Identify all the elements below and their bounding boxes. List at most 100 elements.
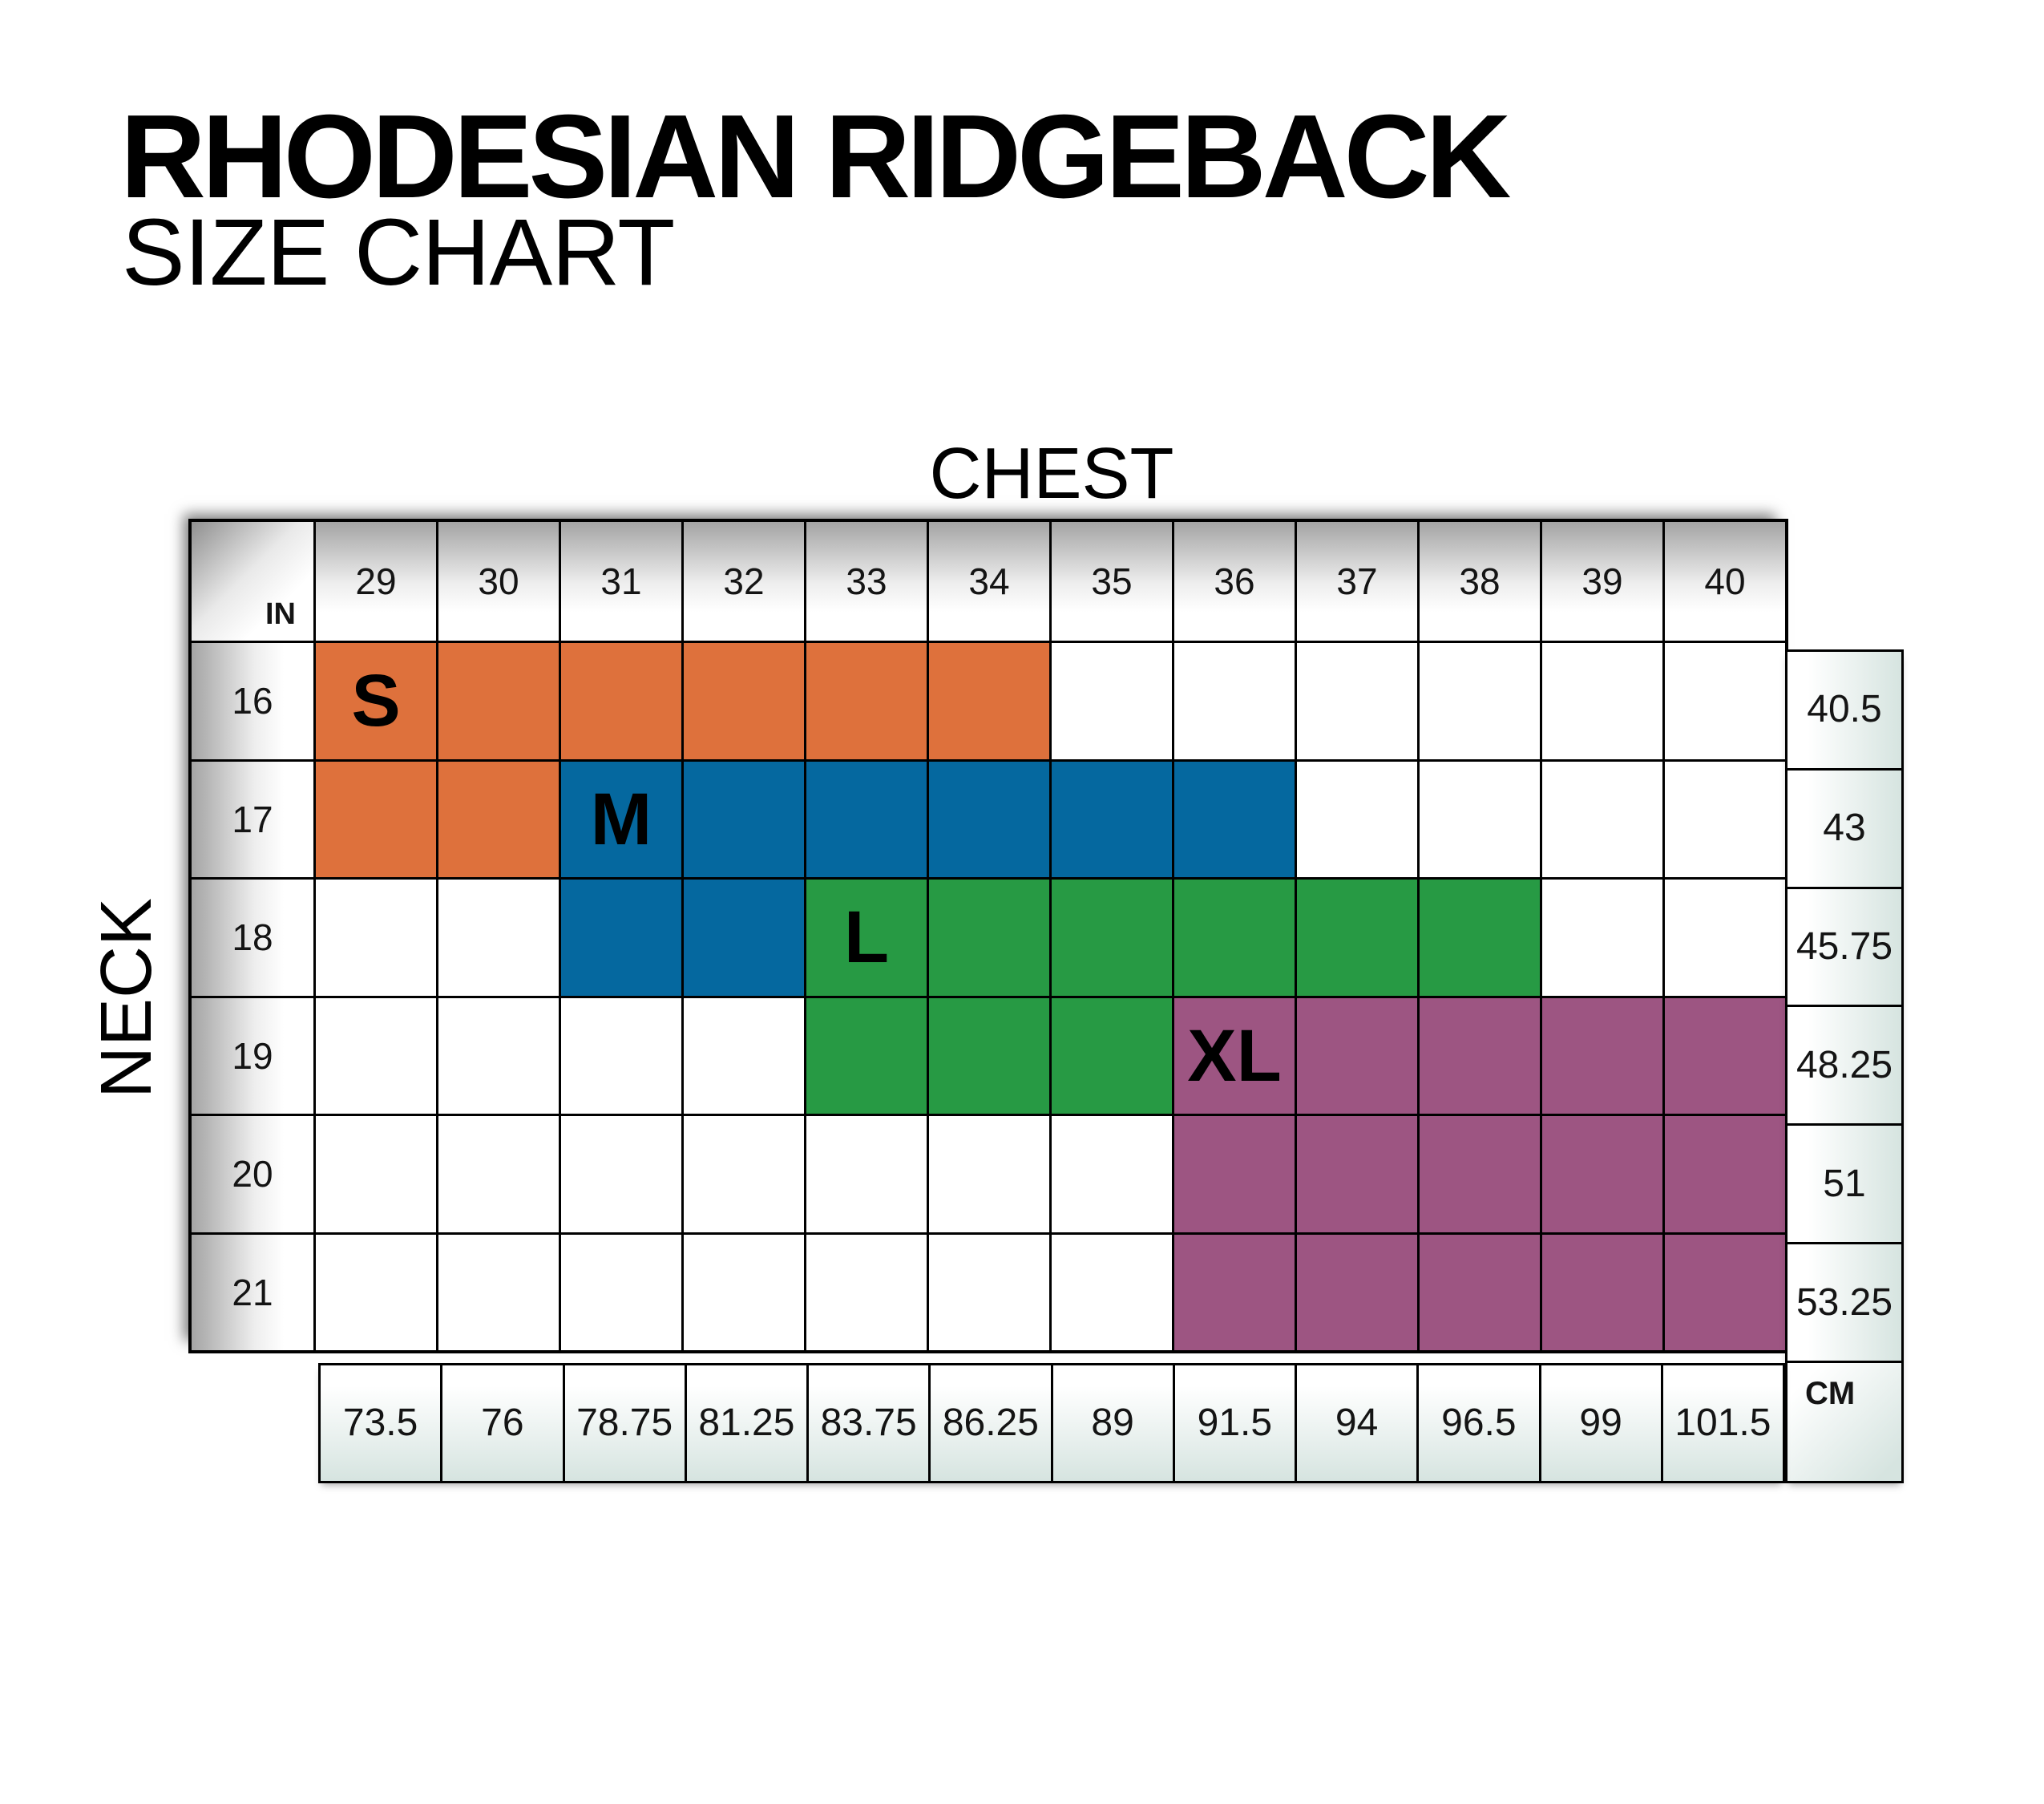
neck-header-21: 21 xyxy=(192,1234,313,1350)
chest-header-31: 31 xyxy=(561,522,681,641)
size-XL-cell-neck20-chest38 xyxy=(1420,1116,1540,1232)
empty-cell-neck17-chest37 xyxy=(1297,761,1417,877)
empty-cell-neck21-chest30 xyxy=(438,1234,559,1350)
size-XL-cell-neck19-chest40 xyxy=(1665,997,1785,1114)
chest-header-37: 37 xyxy=(1297,522,1417,641)
chest-cm-96.5: 96.5 xyxy=(1419,1365,1539,1481)
empty-cell-neck19-chest31 xyxy=(561,997,681,1114)
chest-cm-99: 99 xyxy=(1541,1365,1661,1481)
size-L-cell-neck18-chest35 xyxy=(1052,880,1172,996)
chest-cm-76: 76 xyxy=(442,1365,563,1481)
chest-axis-label: CHEST xyxy=(929,434,1174,514)
size-M-cell-neck17-chest35 xyxy=(1052,761,1172,877)
empty-cell-neck21-chest35 xyxy=(1052,1234,1172,1350)
chest-cm-94: 94 xyxy=(1297,1365,1417,1481)
chest-header-38: 38 xyxy=(1420,522,1540,641)
chest-cm-91.5: 91.5 xyxy=(1174,1365,1295,1481)
size-S-cell-neck16-chest32 xyxy=(684,643,804,759)
page-title: RHODESIAN RIDGEBACK xyxy=(120,91,1511,223)
cm-corner-cell: CM xyxy=(1787,1362,1901,1481)
chest-header-36: 36 xyxy=(1174,522,1295,641)
neck-header-17: 17 xyxy=(192,761,313,877)
size-XL-cell-neck21-chest36 xyxy=(1174,1234,1295,1350)
inches-unit-label: IN xyxy=(265,597,296,631)
empty-cell-neck19-chest32 xyxy=(684,997,804,1114)
size-M-cell-neck17-chest33 xyxy=(806,761,927,877)
size-XL-cell-neck21-chest37 xyxy=(1297,1234,1417,1350)
size-S-cell-neck17-chest30 xyxy=(438,761,559,877)
corner-cell: IN xyxy=(192,522,313,641)
neck-header-19: 19 xyxy=(192,997,313,1114)
empty-cell-neck21-chest33 xyxy=(806,1234,927,1350)
neck-header-16: 16 xyxy=(192,643,313,759)
size-S-cell-neck17-chest29 xyxy=(316,761,436,877)
size-XL-cell-neck21-chest40 xyxy=(1665,1234,1785,1350)
neck-cm-51: 51 xyxy=(1787,1126,1901,1243)
size-XL-cell-neck21-chest39 xyxy=(1542,1234,1662,1350)
size-L-cell-neck19-chest34 xyxy=(929,997,1049,1114)
chest-cm-89: 89 xyxy=(1052,1365,1173,1481)
empty-cell-neck18-chest40 xyxy=(1665,880,1785,996)
size-L-cell-neck18-chest37 xyxy=(1297,880,1417,996)
size-XL-cell-neck19-chest37 xyxy=(1297,997,1417,1114)
neck-cm-column: 40.5 43 45.75 48.25 51 53.25 CM xyxy=(1785,649,1904,1483)
size-XL-cell-neck20-chest40 xyxy=(1665,1116,1785,1232)
size-grid-table: IN 29 30 31 32 33 34 35 36 37 38 39 40 16 S 17 M 18 L 19 XL 2… xyxy=(188,519,1788,1353)
empty-cell-neck16-chest39 xyxy=(1542,643,1662,759)
empty-cell-neck18-chest29 xyxy=(316,880,436,996)
chest-cm-81.25: 81.25 xyxy=(686,1365,806,1481)
chest-cm-83.75: 83.75 xyxy=(809,1365,929,1481)
chest-header-34: 34 xyxy=(929,522,1049,641)
size-L-cell-neck18-chest38 xyxy=(1420,880,1540,996)
size-S-cell-neck16-chest33 xyxy=(806,643,927,759)
size-label-S: S xyxy=(316,643,436,759)
chest-header-39: 39 xyxy=(1542,522,1662,641)
chest-header-35: 35 xyxy=(1052,522,1172,641)
chest-header-29: 29 xyxy=(316,522,436,641)
chest-cm-101.5: 101.5 xyxy=(1662,1365,1783,1481)
chest-cm-row: 73.5 76 78.75 81.25 83.75 86.25 89 91.5 94 96.5 99… xyxy=(318,1363,1785,1483)
size-L-cell-neck18-chest36 xyxy=(1174,880,1295,996)
size-XL-cell-neck20-chest39 xyxy=(1542,1116,1662,1232)
empty-cell-neck17-chest40 xyxy=(1665,761,1785,877)
chest-header-30: 30 xyxy=(438,522,559,641)
neck-cm-53.25: 53.25 xyxy=(1787,1244,1901,1361)
empty-cell-neck20-chest35 xyxy=(1052,1116,1172,1232)
chest-cm-86.25: 86.25 xyxy=(931,1365,1051,1481)
empty-cell-neck20-chest32 xyxy=(684,1116,804,1232)
empty-cell-neck20-chest31 xyxy=(561,1116,681,1232)
neck-cm-48.25: 48.25 xyxy=(1787,1007,1901,1124)
empty-cell-neck21-chest31 xyxy=(561,1234,681,1350)
neck-cm-45.75: 45.75 xyxy=(1787,888,1901,1005)
size-S-cell-neck16-chest31 xyxy=(561,643,681,759)
size-M-cell-neck17-chest34 xyxy=(929,761,1049,877)
empty-cell-neck20-chest30 xyxy=(438,1116,559,1232)
neck-cm-40.5: 40.5 xyxy=(1787,652,1901,768)
neck-header-18: 18 xyxy=(192,880,313,996)
empty-cell-neck16-chest37 xyxy=(1297,643,1417,759)
empty-cell-neck21-chest32 xyxy=(684,1234,804,1350)
empty-cell-neck20-chest34 xyxy=(929,1116,1049,1232)
empty-cell-neck20-chest29 xyxy=(316,1116,436,1232)
chest-header-32: 32 xyxy=(684,522,804,641)
size-M-cell-neck17-chest36 xyxy=(1174,761,1295,877)
empty-cell-neck21-chest29 xyxy=(316,1234,436,1350)
size-XL-cell-neck19-chest38 xyxy=(1420,997,1540,1114)
size-XL-cell-neck21-chest38 xyxy=(1420,1234,1540,1350)
size-XL-cell-neck19-chest39 xyxy=(1542,997,1662,1114)
empty-cell-neck16-chest40 xyxy=(1665,643,1785,759)
empty-cell-neck18-chest30 xyxy=(438,880,559,996)
size-S-cell-neck16-chest30 xyxy=(438,643,559,759)
size-L-cell-neck19-chest33 xyxy=(806,997,927,1114)
size-L-cell-neck19-chest35 xyxy=(1052,997,1172,1114)
size-XL-cell-neck20-chest36 xyxy=(1174,1116,1295,1232)
size-L-cell-neck18-chest34 xyxy=(929,880,1049,996)
neck-cm-43: 43 xyxy=(1787,770,1901,887)
size-S-cell-neck16-chest34 xyxy=(929,643,1049,759)
page-subtitle: SIZE CHART xyxy=(122,200,675,305)
size-label-M: M xyxy=(561,761,681,877)
empty-cell-neck17-chest38 xyxy=(1420,761,1540,877)
chest-header-33: 33 xyxy=(806,522,927,641)
size-M-cell-neck18-chest31 xyxy=(561,880,681,996)
